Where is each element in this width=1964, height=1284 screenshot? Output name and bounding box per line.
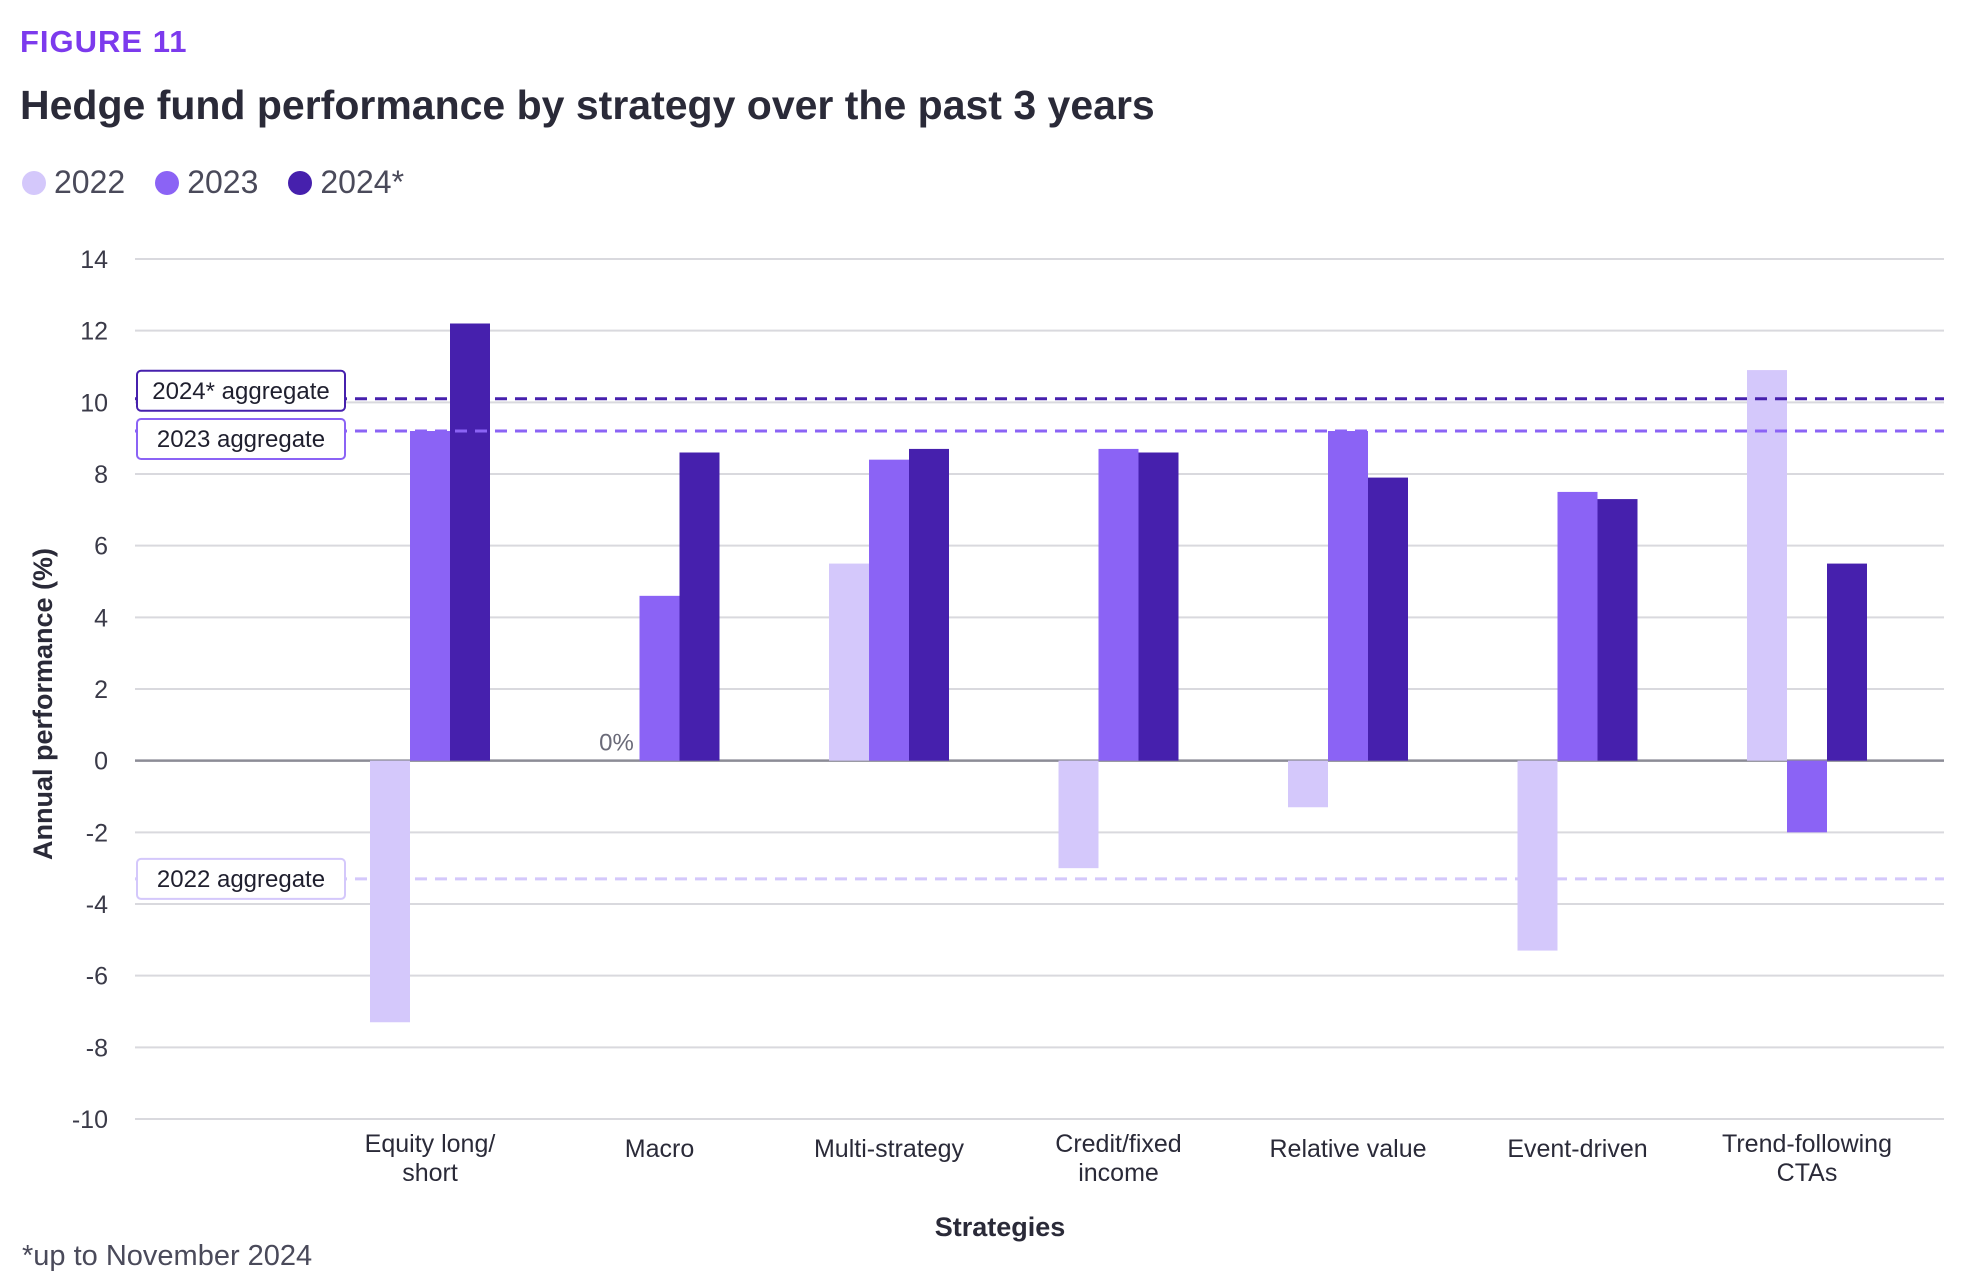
x-axis-label: Strategies bbox=[935, 1212, 1066, 1242]
y-axis-label: Annual performance (%) bbox=[28, 548, 58, 860]
bar-2024 bbox=[1827, 563, 1867, 761]
y-tick-label: 6 bbox=[94, 533, 108, 561]
legend-swatch-2022 bbox=[22, 170, 46, 195]
x-tick-label: short bbox=[402, 1159, 458, 1187]
x-tick-label: Multi-strategy bbox=[814, 1135, 965, 1163]
legend-item-2023: 2023 bbox=[155, 164, 258, 201]
chart-title: Hedge fund performance by strategy over … bbox=[20, 82, 1155, 128]
legend-label-2023: 2023 bbox=[187, 164, 259, 200]
reference-line-label: 2022 aggregate bbox=[157, 866, 325, 893]
y-tick-label: -4 bbox=[86, 891, 108, 919]
bar-2024 bbox=[1597, 499, 1638, 761]
legend-swatch-2023 bbox=[155, 170, 180, 195]
legend-item-2024: 2024* bbox=[288, 164, 404, 201]
y-tick-label: 14 bbox=[80, 246, 108, 274]
x-tick-label: Credit/fixed bbox=[1055, 1130, 1181, 1158]
reference-line-label-box bbox=[136, 369, 346, 412]
legend-swatch-2024 bbox=[288, 170, 313, 195]
legend-label-2024: 2024* bbox=[320, 164, 405, 200]
reference-line-label: 2023 aggregate bbox=[157, 426, 325, 453]
bar-2024 bbox=[909, 448, 949, 761]
bar-2022 bbox=[1517, 760, 1558, 951]
y-tick-label: 2 bbox=[94, 676, 108, 704]
bar-2024 bbox=[1138, 452, 1179, 761]
bar-2023 bbox=[1098, 448, 1139, 761]
y-tick-label: 8 bbox=[94, 461, 108, 489]
bar-2022 bbox=[370, 760, 410, 1023]
footnote: *up to November 2024 bbox=[22, 1240, 313, 1272]
legend: 2022 2023 2024* bbox=[22, 164, 404, 201]
y-tick-label: 12 bbox=[80, 318, 108, 346]
zero-annotation: 0% bbox=[599, 730, 634, 757]
y-tick-label: -10 bbox=[72, 1106, 108, 1134]
x-tick-label: income bbox=[1078, 1159, 1159, 1187]
bar-2023 bbox=[1787, 760, 1827, 833]
bar-2023 bbox=[1557, 491, 1598, 761]
bar-2022 bbox=[1288, 760, 1328, 808]
x-tick-label: Event-driven bbox=[1507, 1135, 1647, 1163]
y-tick-label: -8 bbox=[86, 1034, 108, 1062]
y-tick-label: -2 bbox=[86, 819, 108, 847]
y-tick-label: 4 bbox=[94, 604, 108, 632]
bar-2023 bbox=[639, 595, 680, 761]
y-tick-label: -6 bbox=[86, 963, 108, 991]
bar-2024 bbox=[1368, 477, 1408, 761]
reference-line-label: 2024* aggregate bbox=[152, 378, 330, 405]
y-tick-label: 10 bbox=[80, 389, 108, 417]
legend-item-2022: 2022 bbox=[22, 164, 125, 201]
x-tick-label: Equity long/ bbox=[365, 1130, 496, 1158]
x-tick-label: Macro bbox=[625, 1135, 694, 1163]
x-tick-label: Trend-following bbox=[1722, 1130, 1892, 1158]
bar-2023 bbox=[869, 459, 909, 761]
bar-2023 bbox=[410, 431, 450, 761]
reference-line-label-box bbox=[136, 418, 346, 460]
y-tick-label: 0 bbox=[94, 748, 108, 776]
bar-2022 bbox=[1747, 370, 1787, 761]
bar-2024 bbox=[450, 323, 490, 761]
figure-label: FIGURE 11 bbox=[20, 24, 188, 59]
reference-line-label-box bbox=[136, 857, 346, 900]
bar-2023 bbox=[1328, 431, 1368, 761]
bar-2024 bbox=[679, 452, 720, 761]
bar-2022 bbox=[829, 563, 869, 761]
x-tick-label: Relative value bbox=[1269, 1135, 1426, 1163]
legend-label-2022: 2022 bbox=[54, 164, 126, 200]
bar-2022 bbox=[1058, 760, 1099, 869]
x-tick-label: CTAs bbox=[1777, 1159, 1838, 1187]
